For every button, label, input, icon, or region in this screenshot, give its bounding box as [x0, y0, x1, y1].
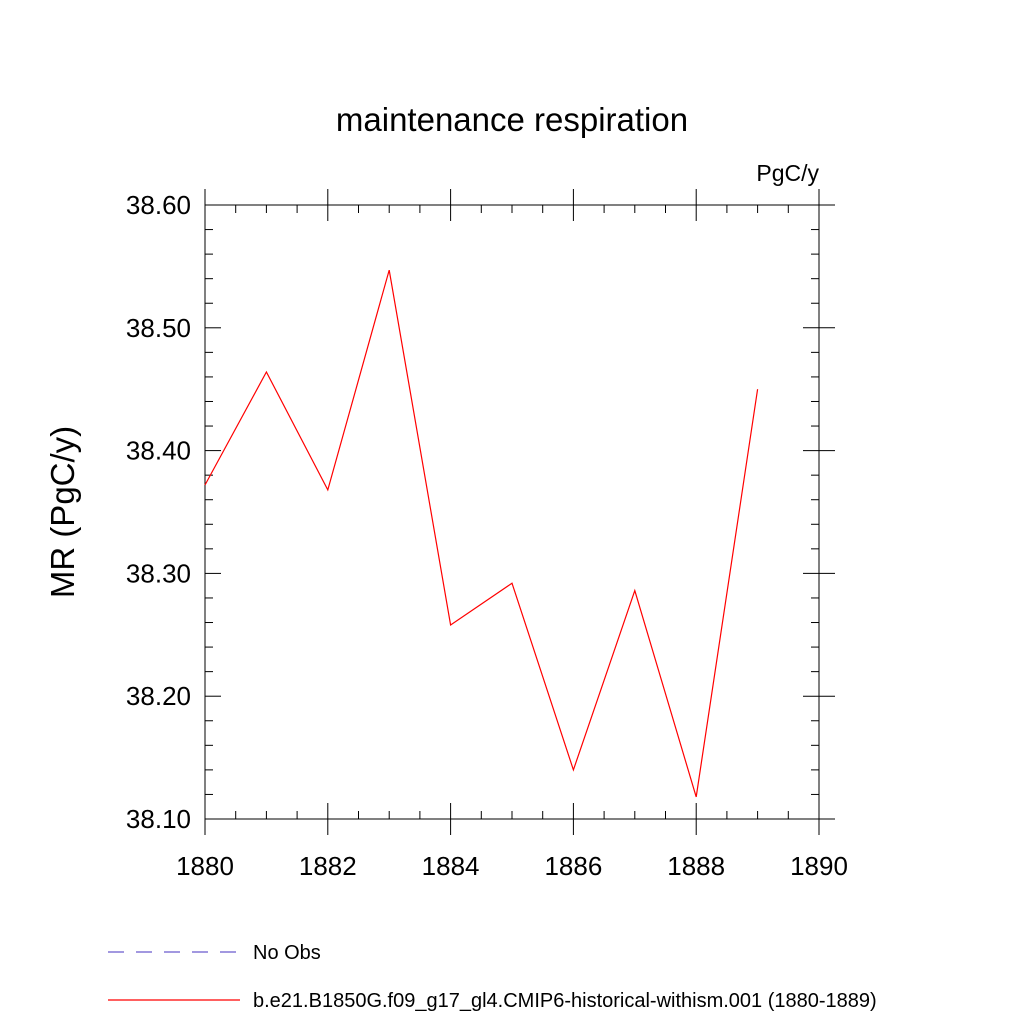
x-tick-label: 1886 — [544, 851, 602, 881]
series-layer — [204, 269, 759, 798]
x-tick-label: 1884 — [422, 851, 480, 881]
legend-label: b.e21.B1850G.f09_g17_gl4.CMIP6-historica… — [253, 990, 877, 1012]
axis-ticks — [204, 189, 835, 835]
y-tick-label: 38.30 — [126, 558, 191, 588]
x-tick-label: 1888 — [667, 851, 725, 881]
legend-label: No Obs — [253, 942, 321, 964]
y-tick-label: 38.50 — [126, 313, 191, 343]
y-tick-label: 38.20 — [126, 681, 191, 711]
legend: No Obs b.e21.B1850G.f09_g17_gl4.CMIP6-his… — [108, 942, 877, 1012]
x-tick-label: 1890 — [790, 851, 848, 881]
y-axis-label: MR (PgC/y) — [44, 426, 81, 598]
tick-labels: 1880 1882 1884 1886 1888 1890 38.10 38.20 38.30 3… — [126, 190, 848, 881]
chart-title: maintenance respiration — [336, 101, 688, 138]
plot-area — [204, 204, 820, 820]
y-tick-label: 38.10 — [126, 804, 191, 834]
series-line — [204, 269, 759, 798]
x-tick-label: 1882 — [299, 851, 357, 881]
x-tick-label: 1880 — [176, 851, 234, 881]
y-tick-label: 38.40 — [126, 436, 191, 466]
units-label: PgC/y — [756, 160, 819, 186]
y-tick-label: 38.60 — [126, 190, 191, 220]
